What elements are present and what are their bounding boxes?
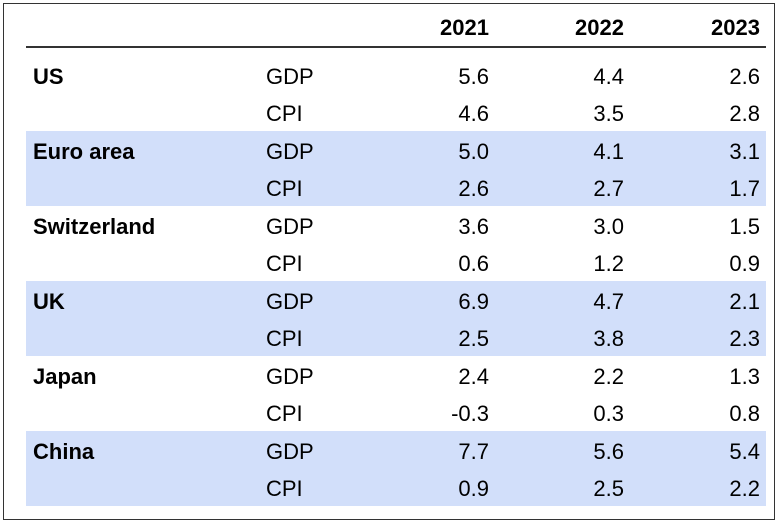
value-cell: 0.9 [458,476,489,501]
value-cell: 0.3 [593,401,624,426]
value-cell: 2.5 [593,476,624,501]
indicator-label: GDP [266,64,314,89]
value-cell: 2.4 [458,364,489,389]
forecast-table-frame: 2021 2022 2023 US GDP 5.6 4.4 2.6 CPI 4.6 3.5 2.… [3,3,775,520]
indicator-label: GDP [266,289,314,314]
region-group: Euro area GDP 5.0 4.1 3.1 CPI 2.6 2.7 1.7 [26,131,766,206]
value-cell: 7.7 [458,439,489,464]
table-row: CPI -0.3 0.3 0.8 [26,396,766,433]
value-cell: 2.6 [458,176,489,201]
table-row: Switzerland GDP 3.6 3.0 1.5 [26,209,766,246]
indicator-label: GDP [266,139,314,164]
value-cell: 0.6 [458,251,489,276]
year-header-2021: 2021 [440,15,489,40]
value-cell: -0.3 [451,401,489,426]
value-cell: 0.9 [729,251,760,276]
value-cell: 1.3 [729,364,760,389]
table-row: Euro area GDP 5.0 4.1 3.1 [26,134,766,171]
value-cell: 3.5 [593,101,624,126]
value-cell: 3.1 [729,139,760,164]
table-row: CPI 2.5 3.8 2.3 [26,321,766,358]
table-row: CPI 0.9 2.5 2.2 [26,471,766,508]
region-group: China GDP 7.7 5.6 5.4 CPI 0.9 2.5 2.2 [26,431,766,506]
value-cell: 0.8 [729,401,760,426]
value-cell: 2.5 [458,326,489,351]
table-row: US GDP 5.6 4.4 2.6 [26,59,766,96]
value-cell: 1.2 [593,251,624,276]
indicator-label: CPI [266,101,303,126]
indicator-label: CPI [266,326,303,351]
region-group: Switzerland GDP 3.6 3.0 1.5 CPI 0.6 1.2 0.9 [26,206,766,281]
value-cell: 2.2 [593,364,624,389]
region-group: UK GDP 6.9 4.7 2.1 CPI 2.5 3.8 2.3 [26,281,766,356]
indicator-label: CPI [266,476,303,501]
region-label: Euro area [33,139,135,164]
year-header-2022: 2022 [575,15,624,40]
indicator-label: GDP [266,214,314,239]
value-cell: 4.1 [593,139,624,164]
value-cell: 6.9 [458,289,489,314]
region-label: Switzerland [33,214,156,239]
value-cell: 3.0 [593,214,624,239]
table-row: Japan GDP 2.4 2.2 1.3 [26,359,766,396]
indicator-label: GDP [266,439,314,464]
value-cell: 2.1 [729,289,760,314]
table-row: CPI 0.6 1.2 0.9 [26,246,766,283]
value-cell: 5.6 [458,64,489,89]
value-cell: 1.5 [729,214,760,239]
indicator-label: GDP [266,364,314,389]
region-label: China [33,439,95,464]
region-label: Japan [33,364,97,389]
indicator-label: CPI [266,251,303,276]
table-body: US GDP 5.6 4.4 2.6 CPI 4.6 3.5 2.8 Euro area GDP 5.… [26,56,766,506]
value-cell: 3.6 [458,214,489,239]
region-group: US GDP 5.6 4.4 2.6 CPI 4.6 3.5 2.8 [26,56,766,131]
value-cell: 2.8 [729,101,760,126]
indicator-label: CPI [266,401,303,426]
table-row: China GDP 7.7 5.6 5.4 [26,434,766,471]
value-cell: 1.7 [729,176,760,201]
table-row: CPI 2.6 2.7 1.7 [26,171,766,208]
region-label: UK [33,289,65,314]
value-cell: 4.6 [458,101,489,126]
value-cell: 5.4 [729,439,760,464]
value-cell: 5.0 [458,139,489,164]
value-cell: 2.2 [729,476,760,501]
table-row: CPI 4.6 3.5 2.8 [26,96,766,133]
table-header: 2021 2022 2023 [26,10,766,48]
value-cell: 4.4 [593,64,624,89]
value-cell: 2.3 [729,326,760,351]
value-cell: 5.6 [593,439,624,464]
value-cell: 4.7 [593,289,624,314]
region-label: US [33,64,64,89]
region-group: Japan GDP 2.4 2.2 1.3 CPI -0.3 0.3 0.8 [26,356,766,431]
table-row: UK GDP 6.9 4.7 2.1 [26,284,766,321]
indicator-label: CPI [266,176,303,201]
value-cell: 3.8 [593,326,624,351]
value-cell: 2.6 [729,64,760,89]
value-cell: 2.7 [593,176,624,201]
year-header-2023: 2023 [711,15,760,40]
